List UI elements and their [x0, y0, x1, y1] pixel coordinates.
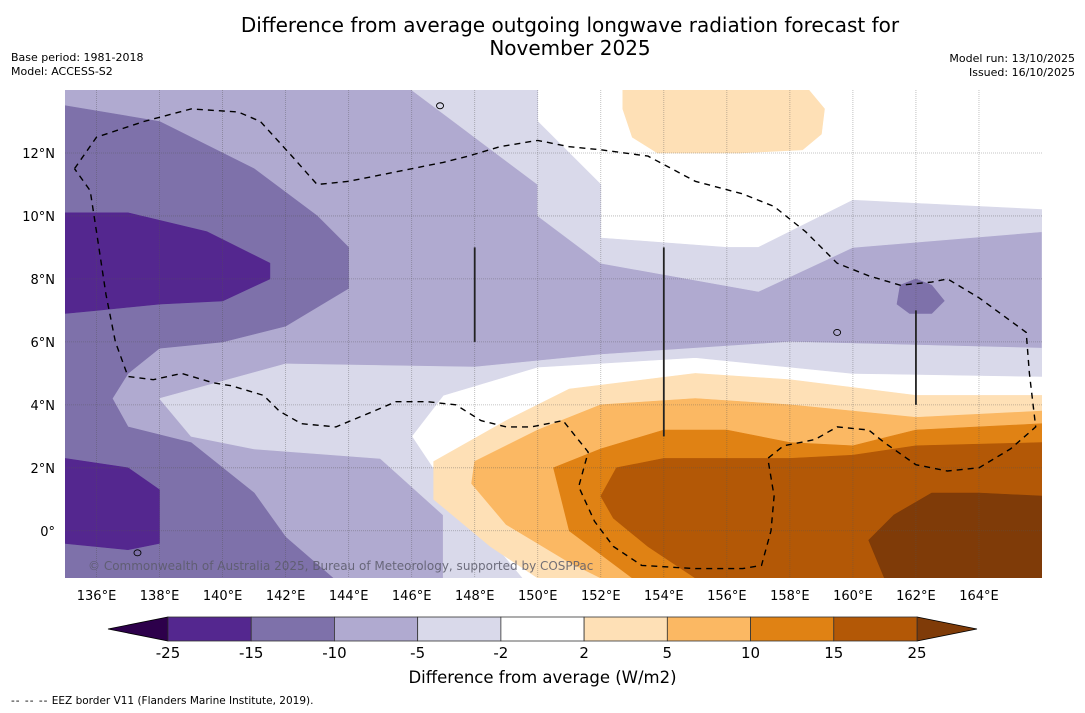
colorbar-tick-label: -10	[322, 644, 347, 662]
contour-region-1	[158, 90, 1042, 578]
contour-region-4	[65, 458, 160, 551]
y-tick-labels: 0° 2°N 4°N 6°N 8°N 10°N 12°N	[22, 147, 55, 540]
base-period-label: Base period: 1981-2018	[11, 51, 144, 64]
x-tick-label: 150°E	[518, 589, 558, 604]
x-tick-label: 156°E	[707, 589, 747, 604]
colorbar-segment-5	[583, 616, 668, 642]
x-tick-label: 164°E	[959, 589, 999, 604]
colorbar: -25 -15 -10 -5 -2 2 5 10 15 25	[107, 616, 978, 662]
chart-title-line2: November 2025	[489, 36, 651, 60]
y-tick-label: 4°N	[31, 399, 56, 414]
x-tick-label: 146°E	[392, 589, 432, 604]
y-tick-label: 12°N	[22, 147, 55, 162]
colorbar-tick-label: 5	[663, 644, 673, 662]
x-tick-label: 162°E	[896, 589, 936, 604]
eez-legend-text: EEZ border V11 (Flanders Marine Institut…	[51, 695, 314, 707]
x-tick-label: 138°E	[140, 589, 180, 604]
contour-region-5	[896, 278, 945, 314]
colorbar-segment-6	[666, 616, 751, 642]
plot-area: © Commonwealth of Australia 2025, Bureau…	[65, 90, 1042, 578]
colorbar-segment-1	[250, 616, 335, 642]
island-1	[833, 328, 842, 336]
chart-title: Difference from average outgoing longwav…	[0, 14, 1085, 60]
eez-legend-dashes: -- -- --	[11, 695, 49, 707]
eez-legend: -- -- -- EEZ border V11 (Flanders Marine…	[11, 695, 313, 707]
colorbar-tick-label: 2	[579, 644, 589, 662]
colorbar-segment-0	[167, 616, 252, 642]
eez-border-0	[73, 108, 1037, 570]
y-tick-label: 2°N	[31, 462, 56, 477]
y-tick-label: 6°N	[31, 336, 56, 351]
contour-region-6	[622, 90, 825, 154]
x-tick-labels: 136°E 138°E 140°E 142°E 144°E 146°E 148°E 150°E…	[77, 589, 999, 604]
issued-label: Issued: 16/10/2025	[968, 66, 1075, 79]
x-tick-label: 158°E	[770, 589, 810, 604]
x-tick-label: 160°E	[833, 589, 873, 604]
y-tick-label: 8°N	[31, 273, 56, 288]
x-tick-label: 148°E	[455, 589, 495, 604]
x-tick-label: 142°E	[266, 589, 306, 604]
colorbar-label: Difference from average (W/m2)	[408, 668, 677, 687]
meta-left: Base period: 1981-2018 Model: ACCESS-S2	[11, 51, 143, 79]
y-tick-label: 10°N	[22, 210, 55, 225]
colorbar-extend-low	[107, 616, 169, 642]
eez-borders	[73, 108, 1037, 570]
colorbar-tick-label: -2	[493, 644, 508, 662]
colorbar-tick-label: -25	[156, 644, 181, 662]
x-tick-label: 136°E	[77, 589, 117, 604]
colorbar-tick-label: 15	[824, 644, 843, 662]
colorbar-tick-label: 25	[907, 644, 926, 662]
colorbar-tick-label: -5	[410, 644, 425, 662]
x-tick-label: 144°E	[329, 589, 369, 604]
colorbar-segment-3	[417, 616, 502, 642]
x-tick-label: 154°E	[644, 589, 684, 604]
colorbar-segment-4	[500, 616, 585, 642]
colorbar-extend-high	[916, 616, 978, 642]
contour-fills	[65, 90, 1042, 578]
island-0	[436, 102, 444, 110]
y-tick-label: 0°	[40, 525, 55, 540]
colorbar-segment-7	[750, 616, 835, 642]
colorbar-tick-label: 10	[741, 644, 760, 662]
contour-region-3	[65, 212, 271, 314]
model-label: Model: ACCESS-S2	[11, 65, 113, 78]
copyright-text: © Commonwealth of Australia 2025, Bureau…	[88, 559, 593, 573]
map-features	[133, 102, 917, 557]
x-tick-label: 152°E	[581, 589, 621, 604]
island-2	[133, 549, 142, 557]
colorbar-segment-8	[833, 616, 918, 642]
colorbar-tick-label: -15	[239, 644, 264, 662]
colorbar-segment-2	[334, 616, 419, 642]
meta-right: Model run: 13/10/2025 Issued: 16/10/2025	[949, 52, 1075, 80]
contour-region-11	[868, 492, 1042, 578]
x-tick-label: 140°E	[203, 589, 243, 604]
model-run-label: Model run: 13/10/2025	[949, 52, 1075, 65]
chart-title-line1: Difference from average outgoing longwav…	[240, 13, 900, 37]
